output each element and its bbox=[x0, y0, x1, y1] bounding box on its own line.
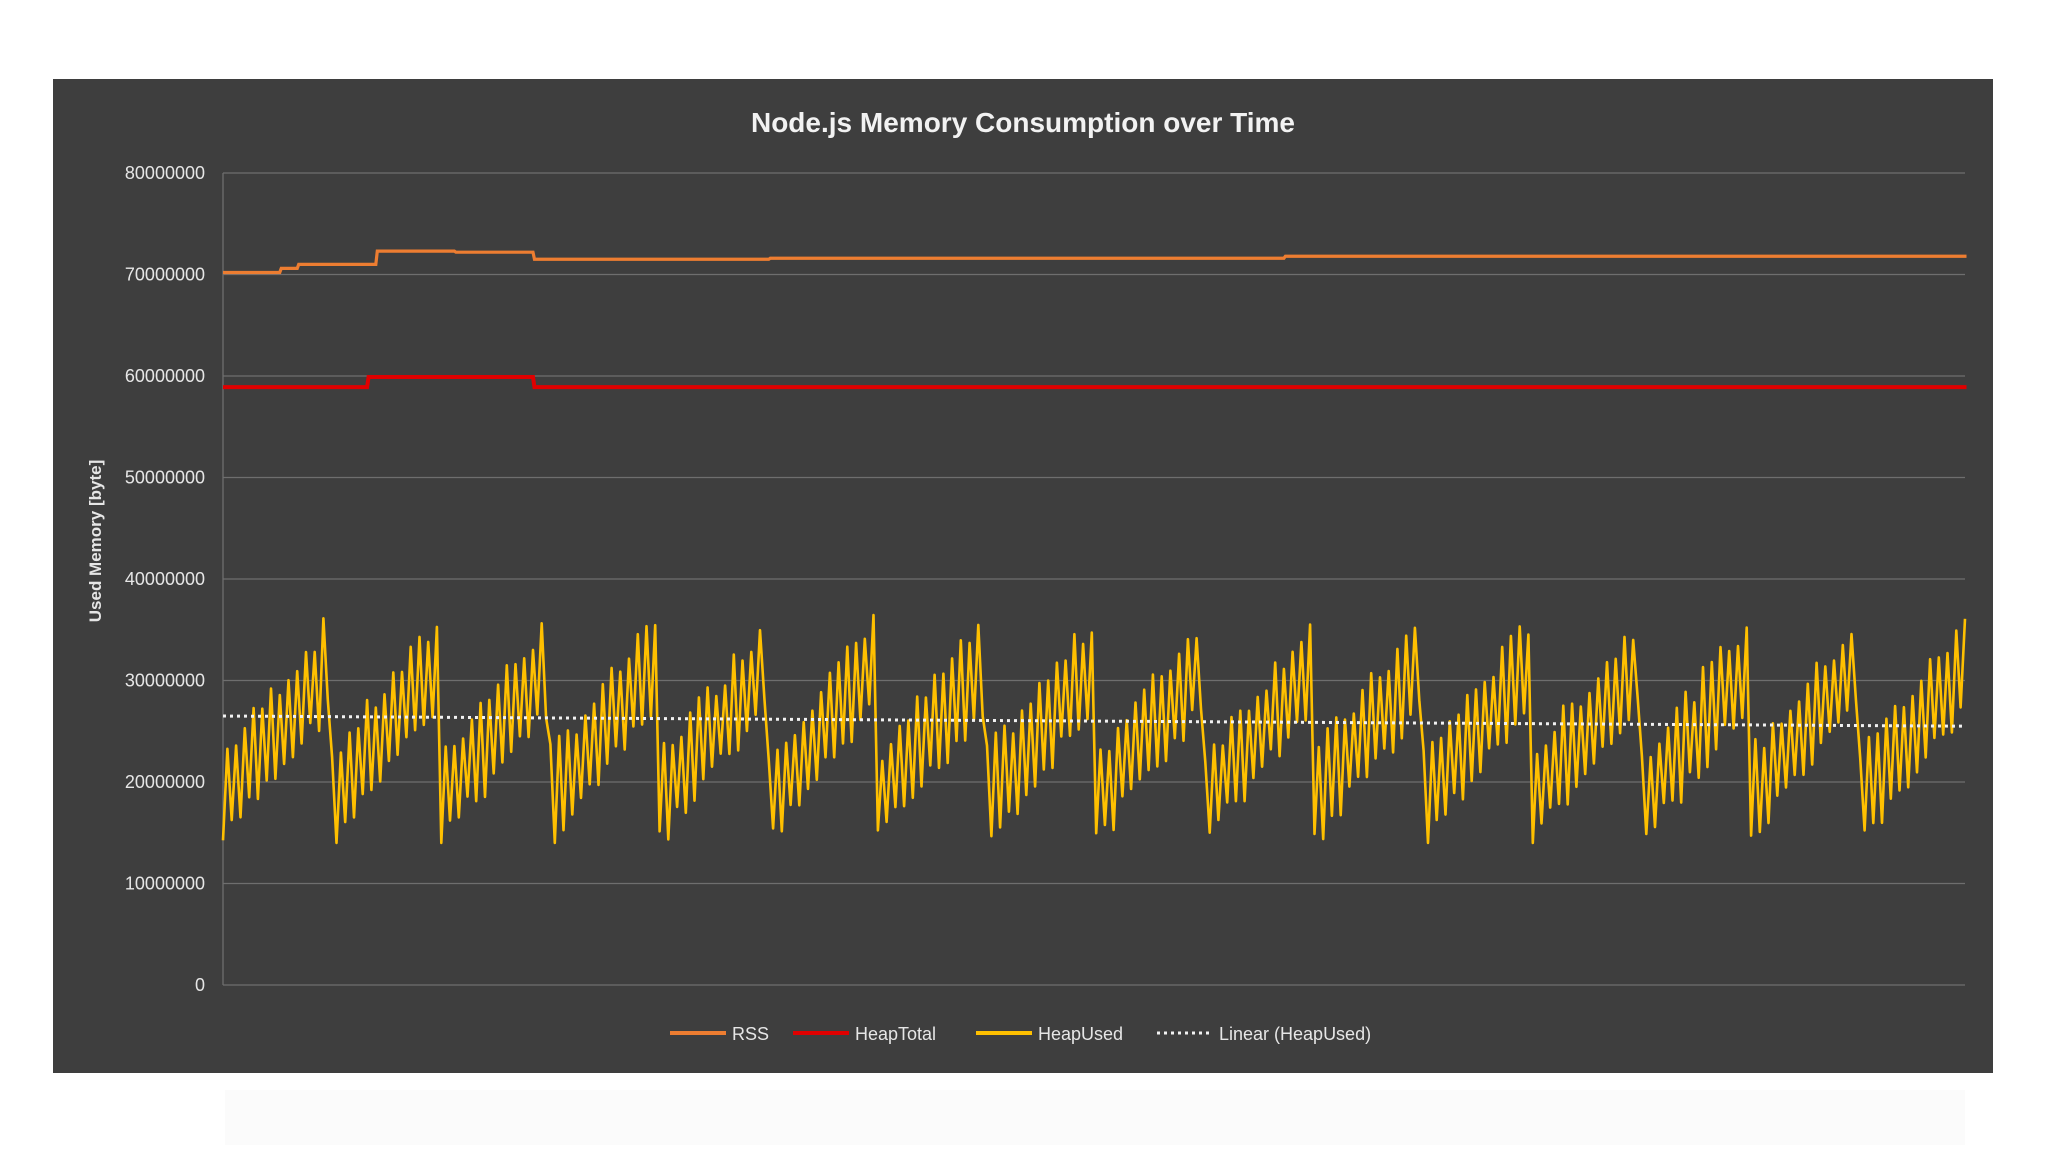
y-tick-label: 0 bbox=[195, 975, 205, 995]
y-tick-label: 20000000 bbox=[125, 772, 205, 792]
y-tick-label: 80000000 bbox=[125, 163, 205, 183]
y-tick-label: 70000000 bbox=[125, 265, 205, 285]
series-line-rss bbox=[223, 249, 1967, 275]
series-line-heaptotal bbox=[223, 375, 1967, 390]
legend-label: HeapTotal bbox=[855, 1024, 936, 1044]
series-lines bbox=[221, 249, 1967, 845]
legend-label: Linear (HeapUsed) bbox=[1219, 1024, 1371, 1044]
legend-label: HeapUsed bbox=[1038, 1024, 1123, 1044]
chart-title: Node.js Memory Consumption over Time bbox=[751, 107, 1295, 138]
y-tick-label: 30000000 bbox=[125, 671, 205, 691]
legend-label: RSS bbox=[732, 1024, 769, 1044]
series-line-heapused bbox=[221, 613, 1967, 845]
legend: RSS HeapTotal HeapUsed Linear (HeapUsed) bbox=[670, 1024, 1371, 1044]
y-tick-labels: 0 10000000 20000000 30000000 40000000 5000000… bbox=[125, 163, 205, 995]
y-axis-label: Used Memory [byte] bbox=[86, 460, 105, 622]
grid-lines bbox=[222, 172, 1965, 986]
y-tick-label: 60000000 bbox=[125, 366, 205, 386]
series-line-linear-trend bbox=[222, 714, 1966, 728]
y-tick-label: 10000000 bbox=[125, 874, 205, 894]
y-tick-label: 40000000 bbox=[125, 569, 205, 589]
memory-chart: Node.js Memory Consumption over Time Use… bbox=[86, 107, 1967, 1044]
chart-panel: Node.js Memory Consumption over Time Use… bbox=[53, 79, 1993, 1073]
y-tick-label: 50000000 bbox=[125, 468, 205, 488]
bottom-strip bbox=[225, 1090, 1965, 1145]
